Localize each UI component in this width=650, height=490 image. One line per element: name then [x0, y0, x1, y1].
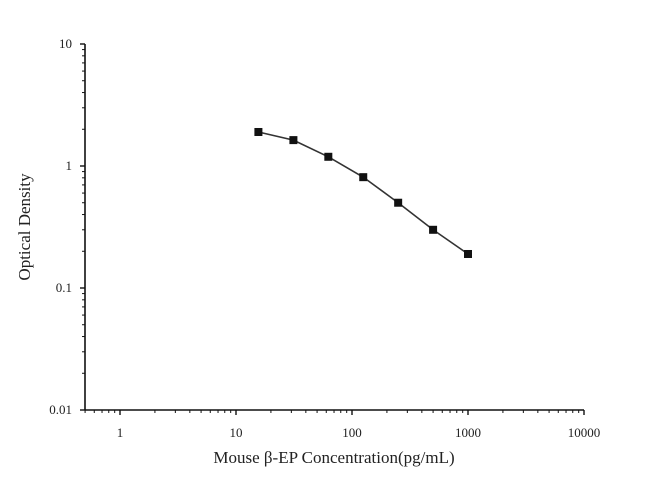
- data-point-marker: [289, 136, 298, 145]
- y-tick-label: 1: [66, 158, 73, 173]
- data-point-marker: [359, 173, 368, 182]
- plot-area: [254, 127, 472, 258]
- x-tick-label: 1000: [455, 425, 481, 440]
- y-tick-label: 10: [59, 36, 72, 51]
- data-point-marker: [429, 225, 438, 234]
- series-line: [258, 131, 469, 255]
- y-tick-label: 0.1: [56, 280, 72, 295]
- data-point-marker: [324, 152, 333, 161]
- y-tick-label: 0.01: [49, 402, 72, 417]
- data-point-marker: [464, 249, 472, 258]
- data-point-marker: [254, 127, 263, 136]
- x-tick-label: 10: [230, 425, 243, 440]
- x-tick-label: 10000: [568, 425, 601, 440]
- axes: 0.01 0.1 1 10 1 10 100 1000 10000: [49, 36, 600, 440]
- data-point-marker: [394, 198, 403, 207]
- x-tick-label: 100: [342, 425, 362, 440]
- x-axis-title: Mouse β-EP Concentration(pg/mL): [213, 448, 454, 467]
- y-axis-title: Optical Density: [15, 173, 34, 281]
- x-tick-label: 1: [117, 425, 124, 440]
